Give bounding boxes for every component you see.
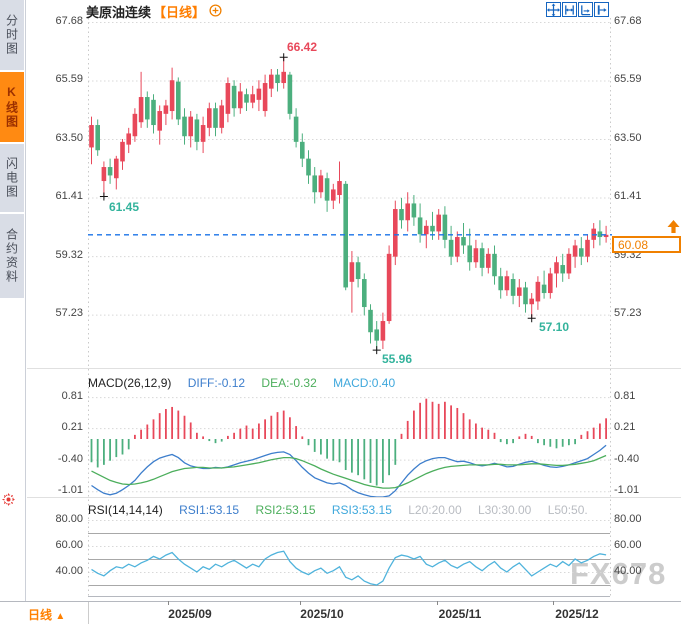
triangle-up-icon: ▲ [55,611,66,622]
time-axis-month: 2025/09 [168,607,212,621]
price-axis-label: 57.23 [55,307,83,319]
sidebar-tab-1[interactable]: 分时图 [0,0,24,70]
price-axis-label: 63.50 [614,132,642,144]
time-axis-tick [168,601,169,605]
price-axis-label: 61.41 [614,190,642,202]
rsi-l30: L30:30.00 [477,503,532,517]
time-axis-month: 2025/12 [555,607,599,621]
sidebar-tab-2[interactable]: K线图 [0,72,24,142]
macd-axis-label: -1.01 [57,484,83,496]
macd-axis-label: -0.40 [57,453,83,465]
sep-low-price-label: 61.45 [109,200,140,214]
sidebar: 分时图 K线图 闪电图 合约资料 [0,0,26,624]
period-selector-label: 日线 [28,608,53,622]
auto-scale-icon[interactable] [578,2,593,17]
time-axis-tick [300,601,301,605]
instrument-title: 美原油连续 【日线】 [86,2,222,21]
macd-axis-label: 0.21 [614,421,636,433]
macd-axis-label: 0.81 [61,390,83,402]
chart-toolbar [546,2,609,17]
price-axis-label: 63.50 [55,132,83,144]
time-axis-bar: 日线 ▲ 2025/09 2025/10 2025/11 2025/12 [0,601,681,624]
price-axis-label: 67.68 [614,15,642,27]
nov-low-price-label: 57.10 [539,320,570,334]
price-axis-label: 59.32 [55,249,83,261]
macd-title: MACD(26,12,9) [88,376,172,390]
candlesticks [88,57,612,351]
price-up-arrow-icon [667,220,680,239]
rsi-axis-label: 80.00 [614,513,642,525]
rsi2-value: RSI2:53.15 [255,503,316,517]
macd-macd-value: MACD:0.40 [333,376,396,390]
macd-header: MACD(26,12,9) DIFF:-0.12 DEA:-0.32 MACD:… [88,376,408,390]
rsi-title: RSI(14,14,14) [88,503,163,517]
gridlines [88,18,611,598]
macd-diff-value: DIFF:-0.12 [187,376,246,390]
rsi-axis-label: 40.00 [55,565,83,577]
period-selector[interactable]: 日线 ▲ [28,606,65,623]
add-indicator-icon[interactable] [209,3,222,20]
time-axis-tick [553,601,554,605]
price-axis-label: 57.23 [614,307,642,319]
macd-axis-label: 0.21 [61,421,83,433]
rsi-axis-label: 80.00 [55,513,83,525]
annotation-markers [99,53,536,355]
axis-divider [88,602,89,624]
rsi3-value: RSI3:53.15 [331,503,392,517]
symbol-name: 美原油连续 [86,5,152,20]
price-axis-label: 65.59 [55,73,83,85]
rsi-axis-label: 60.00 [55,539,83,551]
time-axis-tick [437,601,438,605]
price-axis-label: 65.59 [614,73,642,85]
period-tag: 【日线】 [153,5,206,20]
current-price-tag: 60.08 [612,236,681,253]
time-axis-month: 2025/11 [438,607,482,621]
rsi-axis-label: 40.00 [614,565,642,577]
sidebar-tab-4[interactable]: 合约资料 [0,214,24,298]
macd-dea-value: DEA:-0.32 [261,376,317,390]
macd-axis-label: 0.81 [614,390,636,402]
indicator-settings-icon[interactable] [2,493,15,511]
rsi-axis-label: 60.00 [614,539,642,551]
high-price-label: 66.42 [287,40,318,54]
rsi-l20: L20:20.00 [408,503,462,517]
rsi-l50: L50:50. [547,503,588,517]
rsi-plot [91,550,607,586]
price-axis-label: 61.41 [55,190,83,202]
panel-separator [27,368,681,369]
panel-separator [27,497,681,498]
pan-icon[interactable] [546,2,561,17]
macd-plot [90,398,607,498]
rsi-header: RSI(14,14,14) RSI1:53.15 RSI2:53.15 RSI3… [88,503,601,517]
fit-width-icon[interactable] [562,2,577,17]
rsi1-value: RSI1:53.15 [179,503,240,517]
go-to-latest-icon[interactable] [594,2,609,17]
macd-axis-label: -1.01 [614,484,640,496]
price-axis-label: 67.68 [55,15,83,27]
oct-low-price-label: 55.96 [382,352,413,366]
macd-axis-label: -0.40 [614,453,640,465]
sidebar-tab-3[interactable]: 闪电图 [0,144,24,212]
time-axis-month: 2025/10 [300,607,344,621]
